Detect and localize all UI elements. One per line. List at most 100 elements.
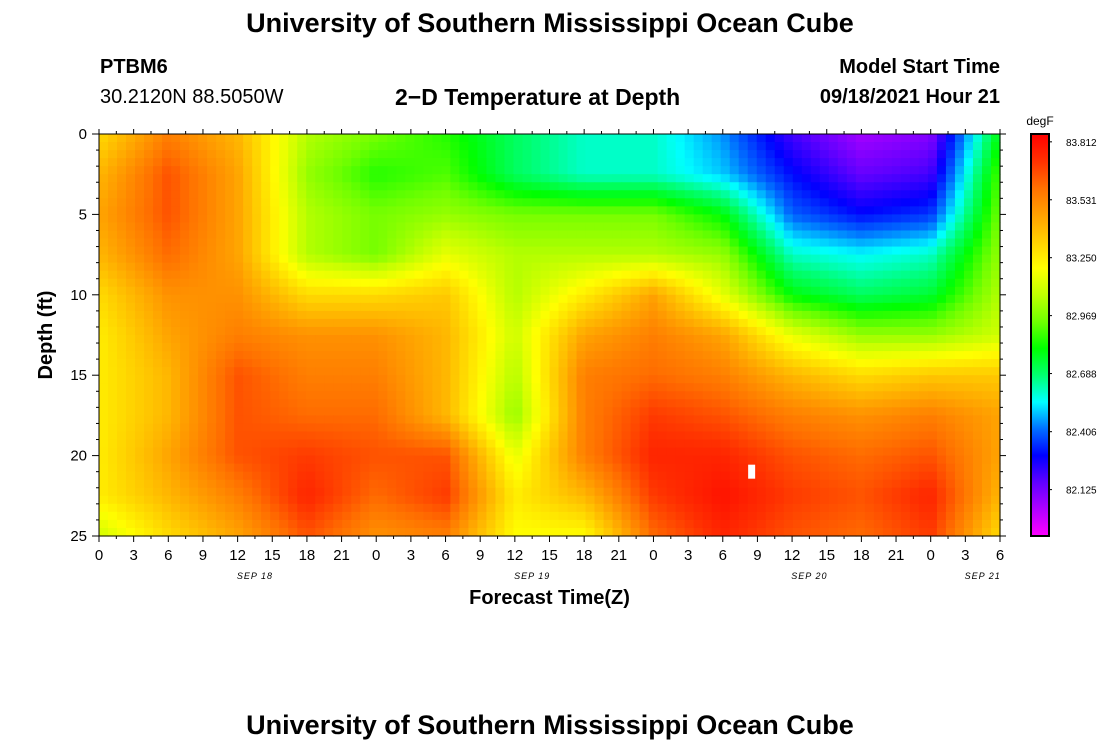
heatmap-cell — [621, 359, 632, 368]
heatmap-cell — [288, 198, 298, 207]
heatmap-cell — [864, 318, 875, 328]
heatmap-cell — [558, 198, 569, 207]
heatmap-cell — [558, 142, 569, 151]
heatmap-cell — [801, 527, 812, 537]
heatmap-cell — [837, 439, 848, 449]
heatmap-cell — [567, 359, 578, 368]
heatmap-cell — [576, 399, 587, 408]
heatmap-cell — [621, 206, 632, 215]
heatmap-cell — [486, 222, 497, 232]
heatmap-cell — [261, 487, 271, 497]
heatmap-cell — [603, 431, 614, 441]
heatmap-cell — [297, 310, 307, 320]
heatmap-cell — [756, 463, 767, 473]
heatmap-cell — [189, 294, 199, 304]
heatmap-cell — [909, 407, 920, 416]
heatmap-cell — [747, 495, 758, 505]
heatmap-cell — [513, 278, 524, 288]
heatmap-cell — [828, 399, 839, 408]
heatmap-cell — [432, 182, 442, 191]
heatmap-cell — [693, 511, 704, 521]
heatmap-cell — [954, 383, 965, 392]
heatmap-cell — [324, 134, 334, 143]
heatmap-cell — [612, 262, 623, 272]
heatmap-cell — [729, 262, 740, 272]
heatmap-cell — [963, 407, 974, 416]
heatmap-cell — [747, 439, 758, 449]
heatmap-cell — [117, 431, 127, 441]
heatmap-cell — [171, 335, 181, 344]
heatmap-cell — [99, 455, 109, 465]
heatmap-cell — [675, 471, 686, 481]
heatmap-cell — [990, 503, 1001, 513]
heatmap-cell — [288, 302, 298, 312]
heatmap-cell — [126, 351, 136, 360]
heatmap-cell — [495, 270, 506, 280]
heatmap-cell — [270, 351, 280, 360]
heatmap-cell — [297, 198, 307, 207]
heatmap-cell — [459, 190, 470, 199]
heatmap-cell — [765, 286, 776, 296]
heatmap-cell — [135, 519, 145, 529]
heatmap-cell — [468, 407, 479, 416]
heatmap-cell — [198, 407, 208, 416]
heatmap-cell — [297, 455, 307, 465]
heatmap-cell — [756, 254, 767, 264]
heatmap-cell — [900, 190, 911, 199]
heatmap-cell — [603, 254, 614, 264]
heatmap-cell — [450, 367, 460, 376]
heatmap-cell — [486, 455, 497, 465]
heatmap-cell — [333, 294, 343, 304]
heatmap-cell — [342, 359, 352, 368]
heatmap-cell — [639, 503, 650, 513]
heatmap-cell — [171, 198, 181, 207]
heatmap-cell — [819, 447, 830, 457]
heatmap-cell — [702, 431, 713, 441]
heatmap-cell — [981, 174, 992, 183]
heatmap-cell — [423, 174, 433, 183]
heatmap-cell — [801, 487, 812, 497]
heatmap-cell — [243, 399, 253, 408]
heatmap-cell — [963, 447, 974, 457]
heatmap-cell — [837, 222, 848, 232]
heatmap-cell — [477, 415, 488, 425]
heatmap-cell — [477, 503, 488, 513]
heatmap-cell — [864, 439, 875, 449]
heatmap-cell — [594, 318, 605, 328]
heatmap-cell — [909, 519, 920, 529]
heatmap-cell — [864, 399, 875, 408]
heatmap-cell — [819, 383, 830, 392]
heatmap-cell — [990, 222, 1001, 232]
heatmap-cell — [477, 142, 488, 151]
heatmap-cell — [144, 150, 154, 159]
heatmap-cell — [909, 254, 920, 264]
heatmap-cell — [99, 399, 109, 408]
heatmap-cell — [585, 431, 596, 441]
heatmap-cell — [117, 214, 127, 224]
heatmap-cell — [297, 294, 307, 304]
heatmap-cell — [801, 262, 812, 272]
heatmap-cell — [261, 479, 271, 489]
heatmap-cell — [972, 383, 983, 392]
heatmap-cell — [153, 351, 163, 360]
heatmap-cell — [216, 463, 226, 473]
heatmap-cell — [99, 134, 109, 143]
heatmap-cell — [153, 238, 163, 248]
heatmap-cell — [648, 142, 659, 151]
heatmap-cell — [261, 471, 271, 481]
heatmap-cell — [990, 423, 1001, 433]
heatmap-cell — [198, 359, 208, 368]
heatmap-cell — [459, 222, 470, 232]
heatmap-cell — [522, 455, 533, 465]
heatmap-cell — [936, 286, 947, 296]
heatmap-cell — [909, 479, 920, 489]
heatmap-cell — [702, 503, 713, 513]
heatmap-cell — [936, 134, 947, 143]
heatmap-cell — [441, 383, 451, 392]
heatmap-cell — [882, 134, 893, 143]
heatmap-cell — [261, 351, 271, 360]
heatmap-cell — [234, 527, 244, 537]
heatmap-cell — [207, 310, 217, 320]
heatmap-cell — [585, 471, 596, 481]
heatmap-cell — [738, 383, 749, 392]
